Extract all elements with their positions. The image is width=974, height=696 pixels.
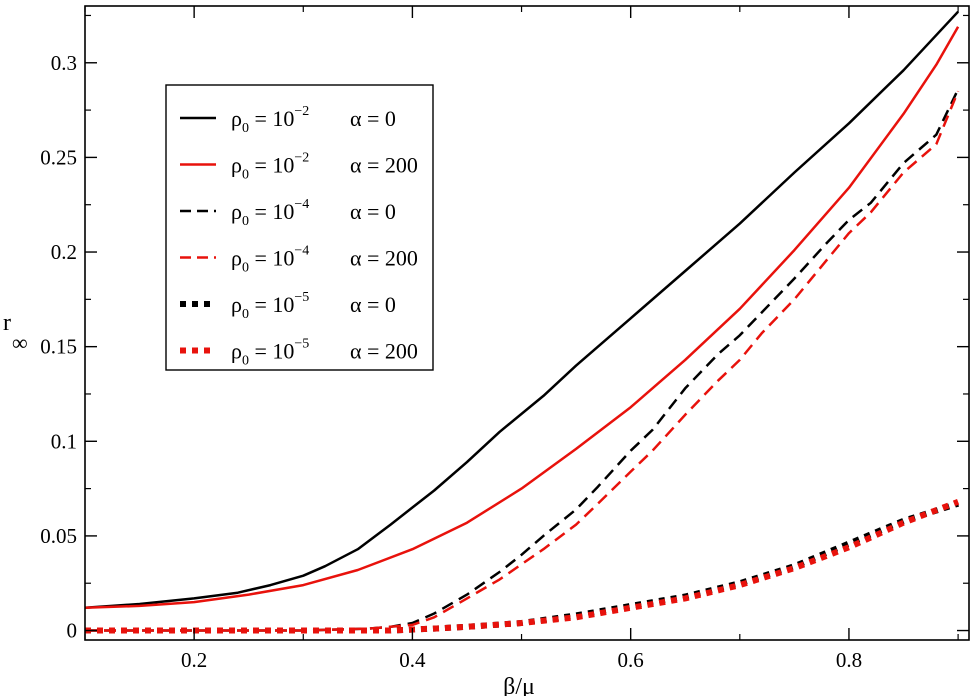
- legend-entry: ρ0 = 10−2 α = 200: [180, 151, 418, 183]
- series-line-4: [85, 90, 960, 632]
- legend-entry: ρ0 = 10−5 α = 200: [180, 337, 418, 369]
- y-tick-label: 0.3: [51, 51, 77, 75]
- legend-label: ρ0 = 10−2: [231, 151, 309, 183]
- legend-alpha-label: α = 0: [350, 106, 396, 131]
- axis-ticks: 0.2 0.4 0.6 0.8 0 0.05 0.1 0.15 0.2 0.25 0.3: [40, 6, 969, 672]
- legend-alpha-label: α = 0: [350, 199, 396, 224]
- y-axis-label: r ∞: [3, 310, 28, 355]
- legend-label: ρ0 = 10−4: [231, 244, 309, 276]
- legend-label: ρ0 = 10−5: [231, 337, 309, 369]
- x-tick-label: 0.8: [836, 648, 862, 672]
- y-axis-label-subscript: ∞: [12, 330, 28, 355]
- y-tick-label: 0.2: [51, 240, 77, 264]
- x-tick-label: 0.4: [399, 648, 426, 672]
- legend-alpha-label: α = 200: [350, 339, 418, 364]
- series-layer: [84, 10, 960, 634]
- plot-frame: [84, 5, 970, 641]
- legend-box: [165, 84, 434, 371]
- y-tick-label: 0: [67, 619, 78, 643]
- legend-entry: ρ0 = 10−4 α = 200: [180, 244, 418, 276]
- legend-alpha-label: α = 0: [350, 292, 396, 317]
- legend-entry: ρ0 = 10−2 α = 0: [180, 104, 396, 136]
- x-tick-label: 0.6: [618, 648, 644, 672]
- y-tick-label: 0.25: [40, 145, 77, 169]
- x-tick-label: 0.2: [181, 648, 207, 672]
- y-tick-label: 0.15: [40, 335, 77, 359]
- y-tick-label: 0.1: [51, 429, 77, 453]
- legend-alpha-label: α = 200: [350, 153, 418, 178]
- series-line-1: [84, 10, 960, 610]
- legend-entry: ρ0 = 10−4 α = 0: [180, 197, 396, 229]
- legend: ρ0 = 10−2 α = 0 ρ0 = 10−2 α = 200 ρ0 = 10−4 α…: [165, 84, 434, 371]
- y-tick-label: 0.05: [40, 524, 77, 548]
- legend-label: ρ0 = 10−2: [231, 104, 309, 136]
- legend-label: ρ0 = 10−5: [231, 290, 309, 322]
- legend-entry: ρ0 = 10−5 α = 0: [180, 290, 396, 322]
- legend-alpha-label: α = 200: [350, 246, 418, 271]
- series-line-2: [84, 26, 960, 610]
- x-axis-label: β/μ: [503, 674, 535, 696]
- legend-label: ρ0 = 10−4: [231, 197, 309, 229]
- y-axis-label-main: r: [3, 310, 11, 336]
